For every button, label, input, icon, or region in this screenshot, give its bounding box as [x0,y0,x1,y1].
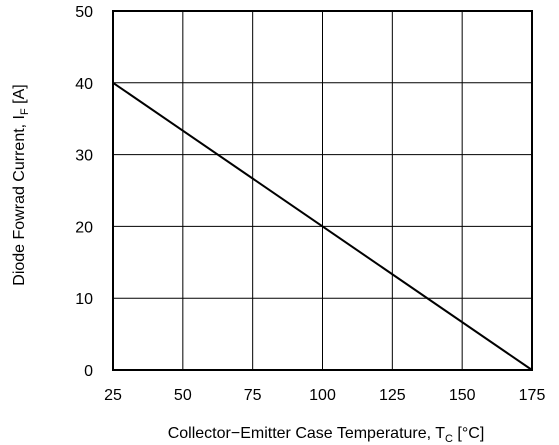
series-line [112,81,533,371]
y-tick-label: 20 [75,219,93,236]
y-tick-label: 30 [75,148,93,165]
y-axis-label-subscript: F [19,108,31,115]
x-axis-label-unit: [°C] [453,425,484,442]
x-axis-label-text: Collector−Emitter Case Temperature, T [168,425,446,442]
plot-frame [112,10,533,371]
x-tick-label: 25 [104,387,122,404]
y-tick-label: 40 [75,76,93,93]
grid [113,11,532,370]
y-tick-label: 10 [75,291,93,308]
x-tick-label: 175 [519,387,546,404]
y-axis-label-text: Diode Fowrad Current, I [11,115,28,286]
x-tick-label: 150 [449,387,476,404]
y-tick-label: 50 [75,4,93,21]
y-axis-label-unit: [A] [11,84,28,108]
y-tick-label: 0 [84,363,93,380]
y-axis-label: Diode Fowrad Current, IF [A] [11,84,31,285]
x-axis-label-subscript: C [445,433,453,445]
x-tick-label: 75 [244,387,262,404]
x-axis-label: Collector−Emitter Case Temperature, TC [… [168,425,485,445]
x-tick-label: 100 [309,387,336,404]
x-tick-label: 125 [379,387,406,404]
x-tick-labels: 25 50 75 100 125 150 175 [104,387,545,404]
x-tick-label: 50 [174,387,192,404]
y-tick-labels: 0 10 20 30 40 50 [75,4,93,380]
series-layer [112,81,533,371]
